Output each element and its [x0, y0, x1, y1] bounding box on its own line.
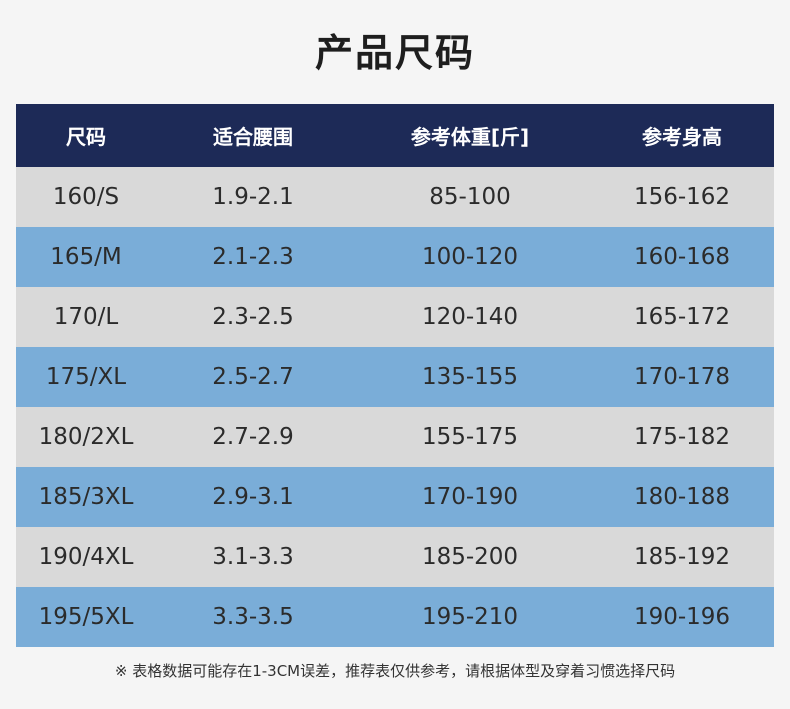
table-row: 175/XL 2.5-2.7 135-155 170-178	[16, 347, 774, 407]
footnote: ※ 表格数据可能存在1-3CM误差，推荐表仅供参考，请根据体型及穿着习惯选择尺码	[114, 662, 676, 680]
cell-size: 160/S	[52, 184, 120, 210]
header-size: 尺码	[66, 125, 106, 149]
table-row: 195/5XL 3.3-3.5 195-210 190-196	[16, 587, 774, 647]
cell-weight: 85-100	[429, 184, 511, 210]
cell-waist: 2.1-2.3	[212, 244, 294, 270]
cell-height: 160-168	[633, 244, 731, 270]
cell-size: 180/2XL	[38, 424, 134, 450]
table-row: 180/2XL 2.7-2.9 155-175 175-182	[16, 407, 774, 467]
cell-size: 190/4XL	[38, 544, 134, 570]
cell-weight: 170-190	[421, 484, 519, 510]
table-row: 185/3XL 2.9-3.1 170-190 180-188	[16, 467, 774, 527]
cell-size: 185/3XL	[38, 484, 134, 510]
cell-height: 170-178	[633, 364, 731, 390]
cell-height: 156-162	[633, 184, 731, 210]
cell-waist: 3.1-3.3	[212, 544, 294, 570]
header-weight: 参考体重[斤]	[410, 125, 530, 149]
cell-waist: 2.9-3.1	[212, 484, 294, 510]
cell-size: 165/M	[50, 244, 122, 270]
table-row: 160/S 1.9-2.1 85-100 156-162	[16, 167, 774, 227]
table-row: 190/4XL 3.1-3.3 185-200 185-192	[16, 527, 774, 587]
size-table: 尺码 适合腰围 参考体重[斤] 参考身高 160/S 1.9-2.1 85-10…	[16, 104, 774, 647]
table-header: 尺码 适合腰围 参考体重[斤] 参考身高	[16, 104, 774, 167]
cell-weight: 185-200	[421, 544, 519, 570]
cell-waist: 3.3-3.5	[212, 604, 294, 630]
cell-waist: 2.7-2.9	[212, 424, 294, 450]
table-row: 165/M 2.1-2.3 100-120 160-168	[16, 227, 774, 287]
cell-weight: 135-155	[421, 364, 519, 390]
cell-size: 175/XL	[45, 364, 127, 390]
cell-waist: 2.3-2.5	[212, 304, 294, 330]
cell-waist: 2.5-2.7	[212, 364, 294, 390]
cell-size: 170/L	[53, 304, 119, 330]
cell-weight: 195-210	[421, 604, 519, 630]
cell-waist: 1.9-2.1	[212, 184, 294, 210]
cell-weight: 120-140	[421, 304, 519, 330]
cell-height: 165-172	[633, 304, 731, 330]
cell-height: 190-196	[633, 604, 731, 630]
cell-size: 195/5XL	[38, 604, 134, 630]
table-row: 170/L 2.3-2.5 120-140 165-172	[16, 287, 774, 347]
header-waist: 适合腰围	[213, 125, 293, 149]
cell-height: 180-188	[633, 484, 731, 510]
cell-weight: 100-120	[421, 244, 519, 270]
page-title: 产品尺码	[314, 31, 475, 75]
cell-height: 175-182	[633, 424, 731, 450]
cell-height: 185-192	[633, 544, 731, 570]
header-height: 参考身高	[642, 125, 722, 149]
cell-weight: 155-175	[421, 424, 519, 450]
